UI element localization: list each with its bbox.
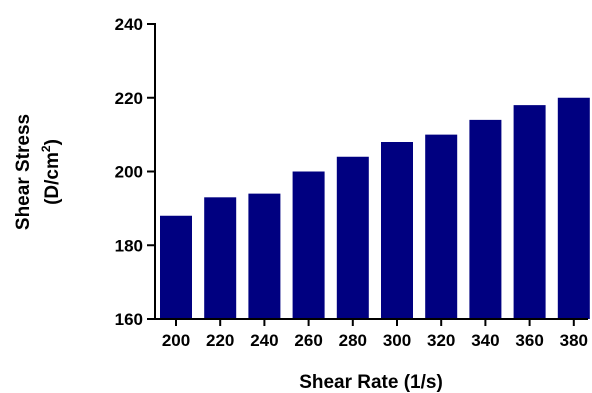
x-tick-label-380: 380	[560, 331, 588, 350]
x-tick-label-340: 340	[471, 331, 499, 350]
y-axis-label-unit-close: )	[42, 139, 63, 145]
x-tick-label-200: 200	[162, 331, 190, 350]
x-tick-label-360: 360	[515, 331, 543, 350]
x-tick-label-320: 320	[427, 331, 455, 350]
x-tick-label-280: 280	[339, 331, 367, 350]
y-axis-label-unit: (D/cm	[42, 152, 63, 205]
bar-380	[557, 97, 590, 319]
bar-340	[469, 119, 502, 319]
bars-group	[160, 97, 590, 319]
bar-280	[336, 156, 369, 319]
x-tick-label-240: 240	[250, 331, 278, 350]
y-tick-label-240: 240	[115, 15, 143, 34]
x-tick-label-220: 220	[206, 331, 234, 350]
y-axis-label-unit-exponent: 2	[39, 145, 53, 152]
y-tick-label-200: 200	[115, 163, 143, 182]
bar-200	[160, 215, 192, 319]
x-tick-label-300: 300	[383, 331, 411, 350]
y-tick-label-220: 220	[115, 89, 143, 108]
x-axis: 200 220 240 260 280 300 320 340 360 380	[154, 318, 588, 350]
bar-300	[381, 142, 413, 319]
bar-360	[513, 105, 546, 319]
y-axis: 160 180 200 220 240	[115, 15, 156, 329]
y-tick-label-160: 160	[115, 310, 143, 329]
y-axis-label-line1: Shear Stress	[13, 114, 34, 230]
bar-240	[248, 193, 281, 319]
y-axis-label-line2: (D/cm2)	[39, 139, 63, 205]
bar-320	[425, 134, 458, 319]
bar-260	[292, 171, 325, 319]
bar-220	[204, 197, 237, 319]
x-axis-label: Shear Rate (1/s)	[299, 372, 443, 393]
x-tick-label-260: 260	[294, 331, 322, 350]
y-tick-label-180: 180	[115, 236, 143, 255]
